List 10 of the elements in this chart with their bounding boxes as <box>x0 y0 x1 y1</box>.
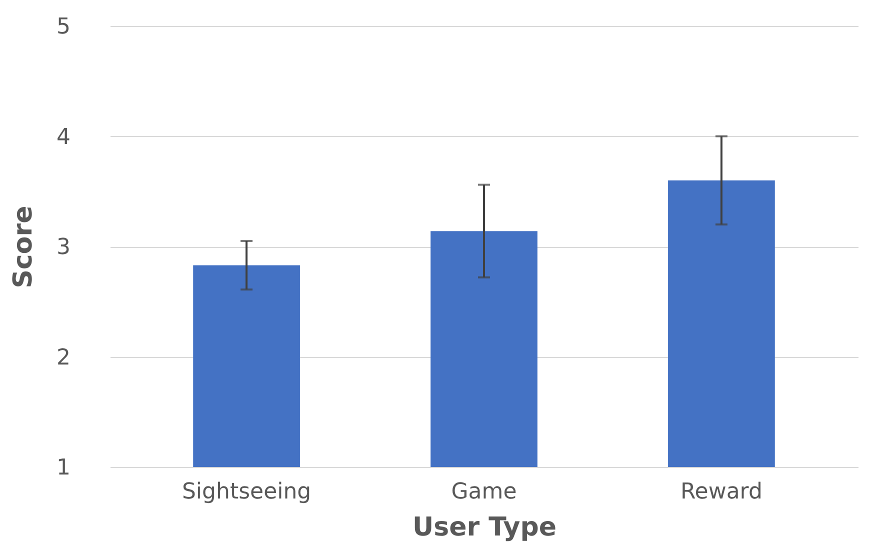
y-tick-label: 2 <box>56 345 70 370</box>
x-axis-title: User Type <box>412 512 556 542</box>
y-tick-label: 1 <box>56 456 70 480</box>
x-tick-label: Game <box>451 480 517 504</box>
y-tick-label: 4 <box>56 124 70 150</box>
y-tick-label: 3 <box>56 235 70 260</box>
x-tick-label: Sightseeing <box>182 480 312 504</box>
y-axis-title: Score <box>8 206 39 288</box>
x-tick-label: Reward <box>680 480 762 504</box>
y-tick-label: 5 <box>56 14 70 40</box>
